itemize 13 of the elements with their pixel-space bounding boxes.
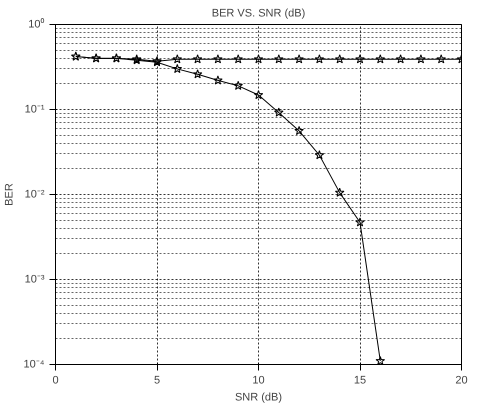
x-tick-label: 5 xyxy=(154,374,160,386)
y-tick-label: 10⁻³ xyxy=(24,274,45,286)
x-axis-title: SNR (dB) xyxy=(234,392,282,404)
y-tick-label: 10⁻¹ xyxy=(24,104,45,116)
x-tick-label: 20 xyxy=(455,374,468,386)
y-tick-label: 10⁻⁴ xyxy=(24,358,45,370)
y-axis-title: BER xyxy=(4,183,16,206)
x-tick-label: 0 xyxy=(52,374,59,386)
chart-title: BER VS. SNR (dB) xyxy=(212,8,306,20)
y-tick-label: 10⁰ xyxy=(28,18,45,30)
y-tick-label: 10⁻² xyxy=(24,188,45,200)
x-tick-label: 15 xyxy=(354,374,366,386)
x-tick-label: 10 xyxy=(252,374,265,386)
